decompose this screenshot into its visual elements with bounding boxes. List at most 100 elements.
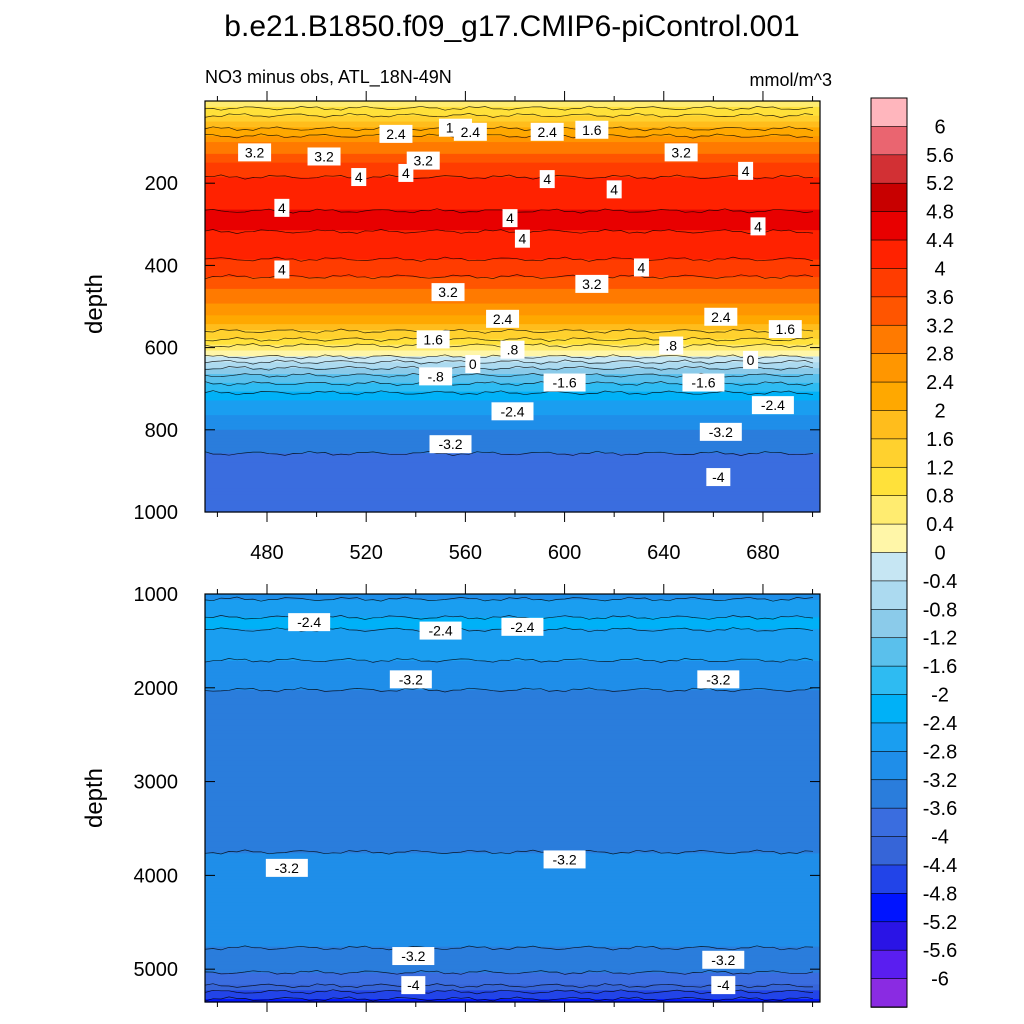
contour-label: 4 [398,163,414,182]
upper-contour-band [205,491,820,495]
lower-contour-band [205,771,820,776]
colorbar-swatch [870,949,908,980]
upper-contour-band [205,327,820,331]
colorbar-swatch [870,807,908,838]
lower-contour-band [205,792,820,796]
contour-label: .8 [500,340,525,359]
contour-label-text: 4 [638,259,646,275]
lower-contour-line [204,983,813,989]
colorbar-label: -1.6 [923,656,957,678]
contour-label-box [389,670,432,689]
upper-contour-band [205,200,820,205]
upper-contour-line [204,450,814,456]
lower-contour-band [205,733,820,738]
lower-contour-labels: -2.4 -2.4 -2.4 -3.2 -3.2 -3.2 -3.2 -3.2 -3.2 -4 -4 [265,613,745,995]
contour-label: 1.6 [768,320,802,339]
upper-contour-band [205,183,820,187]
contour-label-text: 4 [402,165,410,181]
upper-contour-band [205,297,820,302]
colorbar-swatch [870,182,908,213]
lower-contour-band [205,856,820,860]
contour-label-box [491,402,534,421]
colorbar-label: -3.6 [923,798,957,820]
upper-contour-band [205,227,820,231]
upper-contour-band [205,426,820,431]
contour-label-box [543,373,586,392]
contour-label-box [401,976,426,995]
contour-label-text: 0 [747,352,755,368]
colorbar-swatch [870,552,908,582]
lower-contour-band [205,806,820,811]
contour-label: 1.6 [575,120,609,139]
colorbar-label: -6 [931,969,949,991]
lower-contour-line [204,989,814,995]
upper-y-tick-label: 400 [145,255,178,277]
lower-contour-band [205,786,820,790]
lower-contour-band [205,981,820,986]
upper-contour-band [205,285,820,290]
upper-contour-band [205,294,820,299]
lower-contour-band [205,736,820,741]
contour-label-box [419,367,453,386]
upper-contour-band [205,162,820,167]
upper-contour-band [205,482,820,487]
lower-contour-band [205,652,820,656]
upper-contour-band [205,441,820,446]
lower-contour-band [205,937,820,942]
lower-contour-line [204,687,814,693]
lower-contour-band [205,888,820,892]
upper-contour-band [205,236,820,240]
upper-contour-line [204,365,814,371]
upper-contour-band [205,106,820,111]
contour-label-text: 4 [355,169,363,185]
lower-contour-band [205,719,820,723]
upper-contour-band [205,397,820,402]
contour-label-box [575,274,609,293]
contour-label-text: 2.4 [461,124,481,140]
upper-contour-band [205,388,820,393]
contour-label-box [465,355,481,374]
lower-contour-band [205,658,820,662]
colorbar-swatch [870,381,908,412]
upper-contour-band [205,189,820,193]
upper-contour-band [205,133,820,137]
contour-label: 1.6 [416,330,450,349]
colorbar-label: 4.4 [926,230,954,252]
contour-label-text: -3.2 [275,860,299,876]
lower-contour-band [205,917,820,921]
colorbar: 6 5.6 5.2 4.8 4.4 4 3.6 3.2 2.8 2.4 2 1.6 1.2 0.8 0.4 0… [870,97,957,1008]
colorbar-label: 0.4 [926,514,954,536]
lower-contour-band [205,870,820,875]
lower-contour-band [205,949,820,954]
contour-label-box [514,229,530,248]
contour-label: 0 [743,350,759,369]
upper-contour-band [205,503,820,507]
contour-label-box [429,435,472,454]
upper-contour-band [205,435,820,440]
lower-contour-band [205,894,820,898]
colorbar-label: -4 [931,827,949,849]
upper-contour-band [205,379,820,384]
colorbar-label: -2.4 [923,713,957,735]
upper-x-tick-label: 560 [449,542,482,564]
upper-contour-band [205,376,820,381]
contour-label-text: -4 [712,469,725,485]
upper-contour-band [205,165,820,170]
upper-contour-band [205,153,820,158]
upper-y-tick-label: 1000 [134,502,179,524]
contour-label-text: 4 [278,262,286,278]
colorbar-label: 0 [934,543,945,565]
lower-contour-band [205,812,820,817]
colorbar-swatch [870,324,908,355]
upper-contour-band [205,509,820,513]
upper-contour-band [205,306,820,311]
contour-label-box [702,950,745,969]
upper-contour-band [205,335,820,340]
colorbar-label: 5.6 [926,145,954,167]
lower-contour-band [205,827,820,831]
upper-contour-band [205,329,820,334]
upper-contour-band [205,488,820,493]
upper-contour-line [204,390,814,396]
upper-x-tick-label: 600 [548,542,581,564]
lower-contour-band [205,835,820,840]
